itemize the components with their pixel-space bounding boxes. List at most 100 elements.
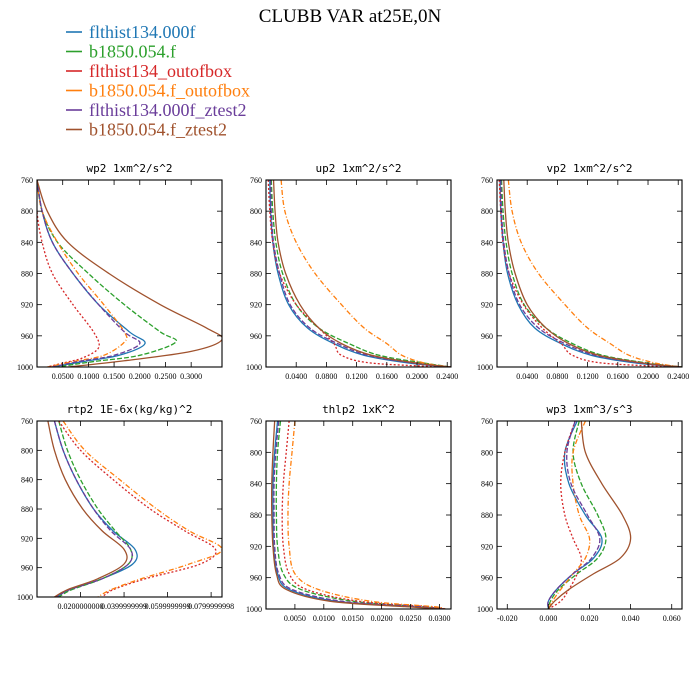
series-group: [270, 421, 446, 609]
y-tick-label: 920: [481, 301, 493, 310]
series-line: [500, 180, 682, 367]
legend-label: b1850.054.f_outofbox: [89, 81, 250, 101]
series-line: [548, 421, 583, 609]
figure-title: CLUBB VAR at25E,0N: [259, 6, 442, 27]
series-line: [62, 421, 222, 597]
x-tick-label: 0.0500: [52, 372, 74, 381]
legend-label: b1850.054.f_ztest2: [89, 120, 227, 140]
y-tick-label: 960: [481, 332, 493, 341]
series-line: [58, 421, 217, 597]
series-line: [280, 180, 451, 367]
x-tick-label: 0.0800: [546, 372, 568, 381]
x-tick-label: 0.0150: [342, 614, 364, 623]
x-tick-label: 0.0200: [371, 614, 393, 623]
y-tick-label: 880: [481, 511, 493, 520]
legend-label: b1850.054.f: [89, 42, 176, 62]
legend-label: flthist134_outofbox: [89, 61, 232, 81]
y-tick-label: 880: [250, 270, 262, 279]
y-tick-label: 760: [481, 176, 493, 185]
y-tick-label: 760: [250, 176, 262, 185]
series-group: [498, 180, 682, 367]
y-tick-label: 800: [21, 207, 33, 216]
panel-title: up2 1xm^2/s^2: [315, 162, 401, 175]
y-tick-label: 960: [481, 574, 493, 583]
x-tick-label: 0.1000: [77, 372, 99, 381]
panel-title: wp3 1xm^3/s^3: [546, 403, 632, 416]
series-line: [269, 180, 451, 367]
series-line: [287, 421, 446, 609]
y-tick-label: 1000: [477, 605, 493, 614]
x-tick-label: 0.0599999999: [145, 602, 191, 611]
y-tick-label: 960: [250, 574, 262, 583]
series-line: [37, 180, 100, 367]
axes-frame: [496, 420, 683, 610]
x-tick-label: 0.2000: [129, 372, 151, 381]
legend-label: flthist134.000f: [89, 22, 196, 42]
y-tick-label: 760: [250, 417, 262, 426]
series-line: [272, 421, 446, 609]
x-tick-label: 0.2000: [406, 372, 428, 381]
x-tick-label: 0.0250: [400, 614, 422, 623]
panel-5: thlp2 1xK^2 760 800 840 880 920 960 1000 0.0050 0…: [246, 403, 452, 623]
y-tick-label: 800: [21, 446, 33, 455]
y-tick-label: 920: [481, 542, 493, 551]
y-tick-label: 840: [481, 480, 493, 489]
x-tick-label: 0.1200: [346, 372, 368, 381]
series-line: [270, 421, 446, 609]
y-tick-label: 1000: [246, 363, 262, 372]
series-line: [270, 180, 451, 367]
series-line: [269, 180, 451, 367]
y-tick-label: 880: [21, 505, 33, 514]
y-tick-label: 1000: [17, 363, 33, 372]
axes-frame: [36, 420, 223, 598]
y-tick-label: 840: [21, 238, 33, 247]
series-line: [498, 180, 679, 367]
panel-title: wp2 1xm^2/s^2: [86, 162, 172, 175]
y-tick-label: 880: [21, 270, 33, 279]
x-tick-label: 0.2500: [154, 372, 176, 381]
panel-3: vp2 1xm^2/s^2 760 800 840 880 920 960 1000 0.040…: [477, 162, 689, 381]
y-tick-label: 840: [250, 480, 262, 489]
legend: flthist134.000fb1850.054.fflthist134_out…: [66, 22, 250, 140]
panel-6: wp3 1xm^3/s^3 760 800 840 880 920 960 1000 -0.02…: [477, 403, 683, 623]
panel-title: rtp2 1E-6x(kg/kg)^2: [67, 403, 193, 416]
series-line: [53, 421, 138, 597]
axes-frame: [265, 420, 452, 610]
series-line: [37, 180, 128, 367]
x-tick-label: 0.0800: [315, 372, 337, 381]
series-line: [273, 421, 446, 609]
x-tick-label: 0.020: [581, 614, 599, 623]
x-tick-label: 0.1500: [103, 372, 125, 381]
series-line: [58, 421, 133, 597]
y-tick-label: 800: [250, 207, 262, 216]
series-line: [53, 421, 134, 597]
series-line: [37, 180, 146, 367]
y-tick-label: 840: [21, 476, 33, 485]
series-line: [37, 180, 141, 367]
panel-title: thlp2 1xK^2: [322, 403, 395, 416]
series-line: [500, 180, 682, 367]
series-line: [507, 180, 682, 367]
x-tick-label: 0.0100: [313, 614, 335, 623]
panel-1: wp2 1xm^2/s^2 760 800 840 880 920 960 1000 0.050…: [17, 162, 223, 381]
y-tick-label: 920: [21, 534, 33, 543]
panels: wp2 1xm^2/s^2 760 800 840 880 920 960 1000 0.050…: [17, 162, 689, 623]
x-tick-label: 0.3000: [180, 372, 202, 381]
series-line: [547, 421, 603, 609]
y-tick-label: 760: [21, 176, 33, 185]
x-tick-label: 0.1600: [376, 372, 398, 381]
series-line: [281, 421, 446, 609]
series-line: [503, 180, 682, 367]
series-line: [499, 180, 682, 367]
y-tick-label: 880: [481, 270, 493, 279]
legend-label: flthist134.000f_ztest2: [89, 100, 246, 120]
y-tick-label: 760: [21, 417, 33, 426]
y-tick-label: 960: [21, 564, 33, 573]
axes-frame: [36, 179, 223, 368]
x-tick-label: 0.0050: [284, 614, 306, 623]
y-tick-label: 840: [481, 238, 493, 247]
series-group: [267, 180, 451, 367]
series-line: [37, 180, 222, 367]
series-line: [267, 180, 448, 367]
